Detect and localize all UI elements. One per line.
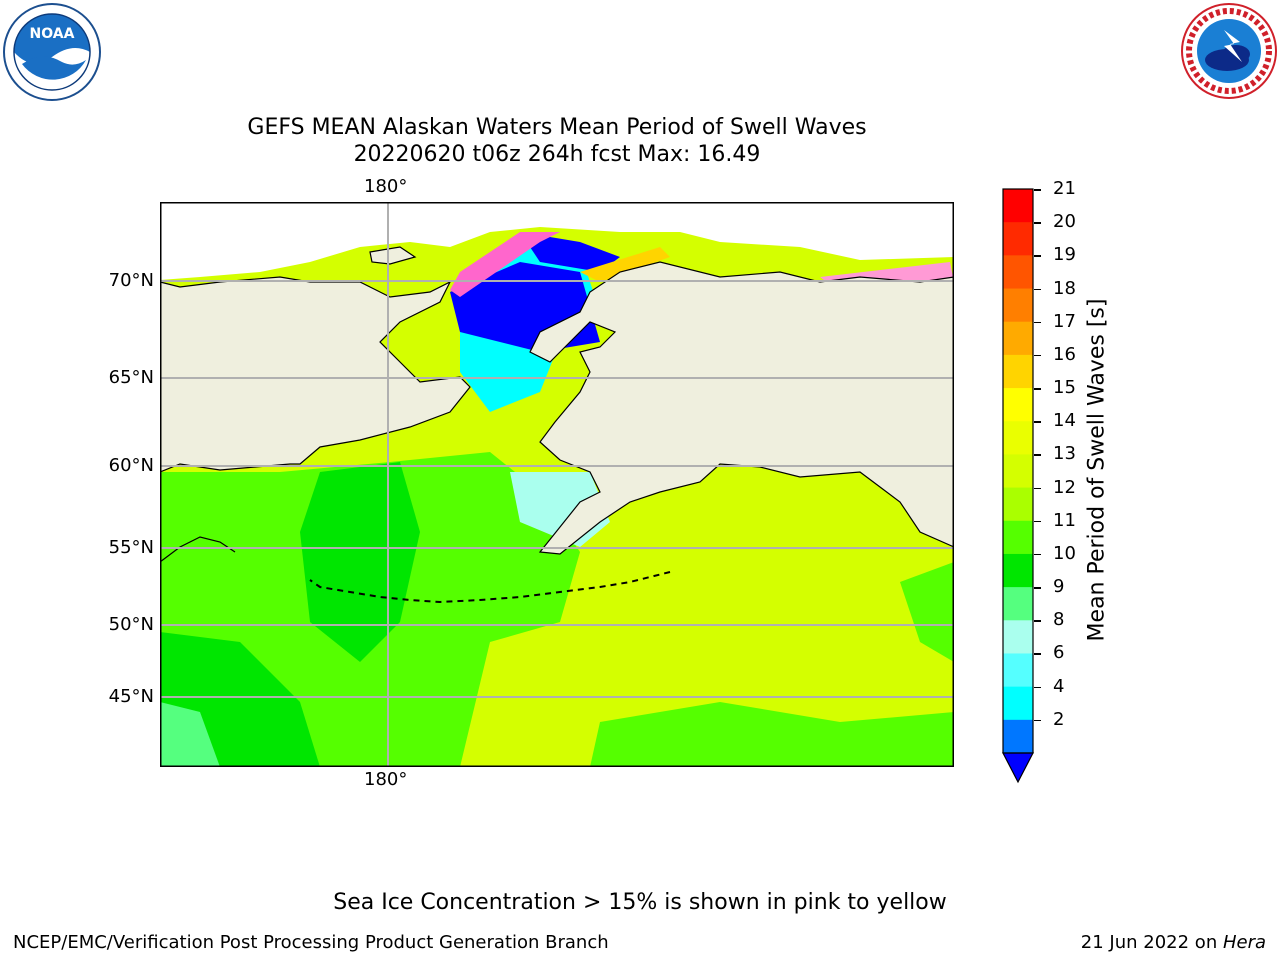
colorbar-segment bbox=[1003, 388, 1033, 422]
swell-region-lightgreen-sw bbox=[160, 702, 220, 767]
nws-logo bbox=[1180, 2, 1278, 100]
colorbar-tick-label: 19 bbox=[1053, 244, 1076, 266]
land-wrangel-island bbox=[369, 246, 417, 265]
colorbar-tick-label: 11 bbox=[1053, 509, 1076, 531]
noaa-logo: NOAA bbox=[2, 2, 102, 102]
colorbar-tick-label: 15 bbox=[1053, 377, 1076, 399]
colorbar-tick-label: 13 bbox=[1053, 443, 1076, 465]
colorbar-tick-label: 17 bbox=[1053, 310, 1076, 332]
colorbar-tick-label: 6 bbox=[1053, 642, 1065, 664]
colorbar-segment bbox=[1003, 520, 1033, 555]
land-siberia bbox=[159, 202, 471, 473]
colorbar-tick-mark bbox=[1034, 255, 1041, 257]
colorbar-tick-label: 21 bbox=[1053, 178, 1076, 199]
lat-label-60n: 60°N bbox=[108, 455, 154, 476]
arctic-blank bbox=[160, 202, 954, 280]
map-panel bbox=[159, 202, 955, 767]
colorbar-tick-mark bbox=[1034, 454, 1041, 456]
aleutian-islands bbox=[309, 571, 671, 604]
lat-label-50n: 50°N bbox=[108, 614, 154, 635]
footer-right: 21 Jun 2022 on Hera bbox=[1081, 932, 1266, 954]
colorbar-tick-mark bbox=[1034, 587, 1041, 589]
noaa-logo-text: NOAA bbox=[30, 26, 75, 42]
colorbar-tick-mark bbox=[1034, 686, 1041, 689]
colorbar-segment bbox=[1003, 620, 1033, 654]
colorbar-segment bbox=[1003, 288, 1033, 323]
colorbar-segment bbox=[1003, 321, 1033, 356]
colorbar-tick-label: 2 bbox=[1053, 708, 1065, 730]
kamchatka-coast bbox=[159, 536, 236, 563]
colorbar-tick-mark bbox=[1034, 719, 1041, 722]
colorbar-segment bbox=[1003, 421, 1033, 455]
colorbar-segment bbox=[1003, 354, 1033, 389]
colorbar bbox=[1002, 188, 1034, 784]
swell-region-blue-north bbox=[520, 232, 620, 272]
lat-label-70n: 70°N bbox=[108, 270, 154, 291]
colorbar-tick-mark bbox=[1034, 321, 1041, 324]
colorbar-frame bbox=[1002, 188, 1034, 754]
colorbar-segment bbox=[1003, 222, 1033, 256]
colorbar-segment bbox=[1003, 255, 1033, 290]
colorbar-tick-mark bbox=[1034, 288, 1041, 291]
colorbar-label: Mean Period of Swell Waves [s] bbox=[1084, 298, 1110, 642]
colorbar-tick-label: 20 bbox=[1053, 211, 1076, 233]
lat-label-65n: 65°N bbox=[108, 367, 154, 388]
colorbar-segment bbox=[1003, 653, 1033, 688]
colorbar-extend-arrow bbox=[1002, 752, 1034, 784]
colorbar-tick-mark bbox=[1034, 487, 1041, 490]
chart-title-line1: GEFS MEAN Alaskan Waters Mean Period of … bbox=[247, 115, 867, 140]
map-svg bbox=[159, 202, 955, 767]
colorbar-segment bbox=[1003, 587, 1033, 621]
colorbar-tick-mark bbox=[1034, 620, 1041, 622]
colorbar-segment bbox=[1003, 189, 1033, 223]
swell-region-darkgreen bbox=[300, 462, 420, 662]
colorbar-tick-label: 8 bbox=[1053, 609, 1065, 631]
colorbar-tick-mark bbox=[1034, 388, 1041, 390]
footer-left: NCEP/EMC/Verification Post Processing Pr… bbox=[13, 932, 609, 953]
footer-machine: Hera bbox=[1222, 932, 1266, 953]
swell-region-green-south bbox=[590, 702, 954, 767]
colorbar-tick-label: 10 bbox=[1053, 542, 1076, 564]
colorbar-segment bbox=[1003, 686, 1033, 721]
colorbar-tick-mark bbox=[1034, 421, 1041, 423]
graticule bbox=[160, 202, 954, 767]
lon-label-top: 180° bbox=[364, 176, 408, 197]
colorbar-tick-mark bbox=[1034, 222, 1041, 224]
colorbar-tick-label: 9 bbox=[1053, 576, 1065, 598]
colorbar-tick-mark bbox=[1034, 354, 1041, 357]
lon-label-bottom: 180° bbox=[364, 769, 408, 790]
colorbar-tick-mark bbox=[1034, 553, 1041, 556]
colorbar-segment bbox=[1003, 454, 1033, 489]
colorbar-tick-mark bbox=[1034, 653, 1041, 655]
colorbar-tick-label: 4 bbox=[1053, 675, 1065, 697]
colorbar-tick-mark bbox=[1034, 520, 1041, 523]
colorbar-segment bbox=[1003, 553, 1033, 588]
colorbar-segment bbox=[1003, 487, 1033, 522]
colorbar-tick-label: 18 bbox=[1053, 277, 1076, 299]
colorbar-svg bbox=[1002, 188, 1034, 784]
footer-date: 21 Jun 2022 on bbox=[1080, 932, 1223, 953]
map-frame bbox=[160, 202, 954, 767]
colorbar-tick-mark bbox=[1034, 189, 1041, 191]
lat-label-45n: 45°N bbox=[108, 686, 154, 707]
sea-ice-caption: Sea Ice Concentration > 15% is shown in … bbox=[333, 890, 947, 915]
sea-ice-edge-yellow bbox=[580, 247, 670, 282]
chart-title-line2: 20220620 t06z 264h fcst Max: 16.49 bbox=[353, 142, 761, 167]
colorbar-tick-label: 14 bbox=[1053, 410, 1076, 432]
colorbar-tick-label: 12 bbox=[1053, 476, 1076, 498]
colorbar-segment bbox=[1003, 719, 1033, 754]
swell-region-green-east bbox=[900, 562, 954, 662]
lat-label-55n: 55°N bbox=[108, 537, 154, 558]
colorbar-tick-label: 16 bbox=[1053, 343, 1076, 365]
